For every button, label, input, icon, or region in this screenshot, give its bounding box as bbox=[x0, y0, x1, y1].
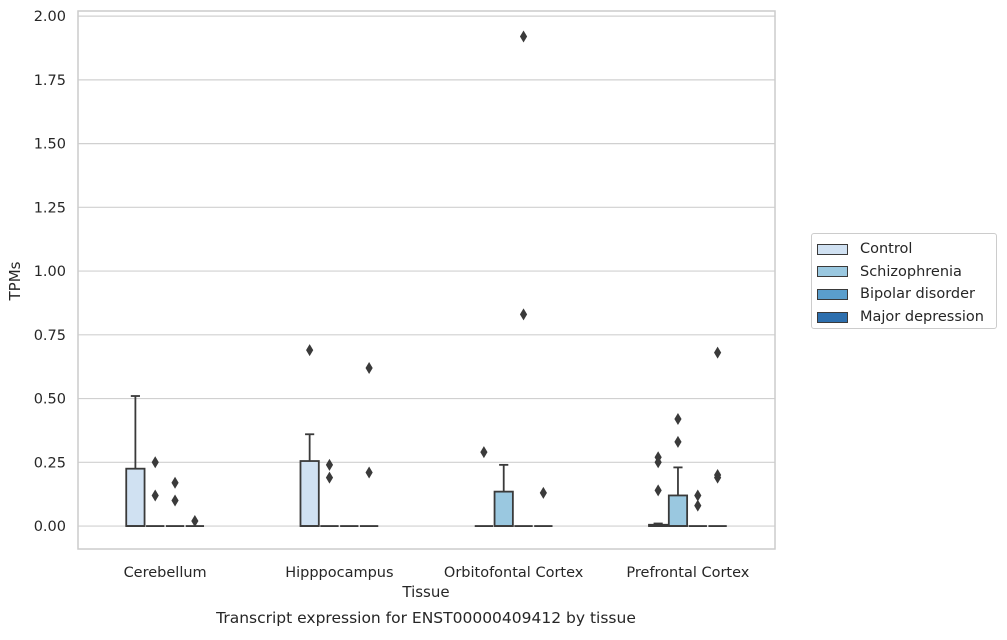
x-axis-label: Tissue bbox=[401, 583, 449, 601]
y-tick-label: 0.75 bbox=[34, 328, 66, 344]
legend-item: Major depression bbox=[817, 306, 996, 329]
y-tick-label: 1.00 bbox=[34, 264, 66, 280]
outlier-point bbox=[365, 361, 373, 374]
box-group bbox=[534, 486, 553, 527]
legend-label: Schizophrenia bbox=[860, 263, 962, 280]
y-tick-label: 0.25 bbox=[34, 455, 66, 471]
box-group bbox=[125, 395, 146, 527]
box bbox=[667, 494, 689, 527]
box-group bbox=[514, 30, 533, 527]
outlier-point bbox=[480, 446, 488, 459]
outlier-point bbox=[539, 486, 547, 499]
legend-item: Control bbox=[817, 238, 996, 261]
chart-title: Transcript expression for ENST0000040941… bbox=[215, 609, 636, 627]
outlier-point bbox=[151, 489, 159, 502]
x-tick-label: Hipppocampus bbox=[285, 565, 393, 581]
box-group bbox=[688, 489, 707, 527]
outlier-point bbox=[325, 458, 334, 471]
plot-border bbox=[77, 10, 776, 550]
outlier-point bbox=[654, 451, 662, 464]
outlier-point bbox=[171, 494, 179, 507]
outlier-point bbox=[191, 514, 199, 527]
box-group bbox=[299, 344, 320, 527]
x-tick-label: Orbitofontal Cortex bbox=[444, 565, 584, 581]
box-group bbox=[474, 446, 494, 527]
outlier-point bbox=[365, 466, 373, 479]
legend-swatch bbox=[817, 266, 848, 278]
legend-label: Bipolar disorder bbox=[860, 286, 975, 303]
box-group bbox=[648, 451, 669, 527]
outlier-point bbox=[171, 476, 179, 489]
y-tick-label: 2.00 bbox=[34, 9, 66, 25]
x-tick-labels: Cerebellum Hipppocampus Orbitofontal Corte… bbox=[124, 565, 750, 581]
outlier-point bbox=[519, 30, 528, 43]
plot-frame bbox=[77, 10, 776, 550]
legend-swatch bbox=[817, 288, 848, 300]
outlier-point bbox=[714, 346, 722, 359]
outlier-point bbox=[694, 499, 702, 512]
outlier-point bbox=[674, 412, 682, 425]
y-tick-label: 0.50 bbox=[34, 392, 66, 408]
y-tick-label: 1.50 bbox=[34, 137, 66, 153]
outlier-point bbox=[674, 435, 682, 448]
y-tick-labels: 0.00 0.25 0.50 0.75 1.00 1.25 1.50 1.75 2.00 bbox=[34, 9, 66, 535]
x-tick-label: Cerebellum bbox=[124, 565, 207, 581]
y-tick-label: 0.00 bbox=[34, 519, 66, 535]
grid-lines bbox=[78, 15, 775, 527]
box bbox=[125, 467, 146, 527]
box-group bbox=[708, 346, 727, 527]
legend-swatch bbox=[817, 311, 848, 323]
box-group bbox=[667, 412, 689, 527]
box-group bbox=[165, 476, 185, 527]
box-group bbox=[320, 458, 339, 527]
box bbox=[493, 490, 514, 527]
y-tick-label: 1.75 bbox=[34, 73, 66, 89]
legend-label: Major depression bbox=[860, 309, 984, 326]
legend-label: Control bbox=[860, 241, 913, 258]
x-tick-label: Prefrontal Cortex bbox=[626, 565, 749, 581]
legend-swatch bbox=[817, 243, 848, 255]
outlier-point bbox=[151, 456, 159, 469]
outlier-point bbox=[519, 308, 528, 321]
box-group bbox=[146, 456, 165, 527]
outlier-point bbox=[306, 344, 314, 357]
outlier-point bbox=[654, 484, 662, 497]
outlier-point bbox=[694, 489, 702, 502]
box-group bbox=[185, 514, 205, 527]
y-axis-label: TPMs bbox=[6, 261, 24, 301]
box-group bbox=[493, 463, 514, 527]
box-group bbox=[359, 361, 379, 527]
legend-item: Schizophrenia bbox=[817, 261, 996, 284]
boxes bbox=[125, 30, 727, 527]
outlier-point bbox=[325, 471, 334, 484]
box bbox=[299, 460, 320, 527]
outlier-point bbox=[714, 469, 722, 482]
legend-item: Bipolar disorder bbox=[817, 283, 996, 306]
legend: Control Schizophrenia Bipolar disorder M… bbox=[811, 233, 997, 329]
y-tick-label: 1.25 bbox=[34, 200, 66, 216]
